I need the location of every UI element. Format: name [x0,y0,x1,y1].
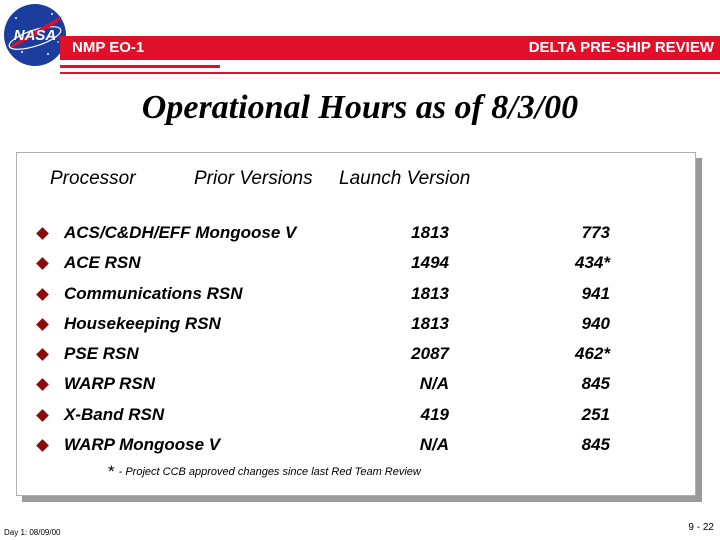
table-row: Communications RSN 1813 941 [0,282,720,306]
footnote-text: - Project CCB approved changes since las… [118,466,421,478]
bullet-diamond-icon [36,439,49,452]
page-number: 9 - 22 [688,522,714,533]
program-label: NMP EO-1 [72,39,145,56]
header-bar [60,36,720,60]
bullet-diamond-icon [36,409,49,422]
processor-name: WARP RSN [64,374,155,393]
processor-name: ACE RSN [64,253,141,272]
table-row: PSE RSN 2087 462* [0,342,720,366]
footer-date: Day 1: 08/09/00 [4,528,61,537]
table-row: WARP Mongoose V N/A 845 [0,433,720,457]
prior-hours: 1813 [411,314,449,333]
nasa-logo-text: NASA [14,27,57,44]
table-row: WARP RSN N/A 845 [0,372,720,396]
footnote-marker: * [108,462,115,481]
launch-hours: 462* [575,344,610,363]
nasa-logo: NASA [4,4,66,66]
header-launch-version: Launch Version [339,168,471,189]
table-row: X-Band RSN 419 251 [0,403,720,427]
slide-title: Operational Hours as of 8/3/00 [141,89,579,126]
prior-hours: 419 [420,405,449,424]
bullet-diamond-icon [36,227,49,240]
prior-hours: 1813 [411,284,449,303]
processor-name: Housekeeping RSN [64,314,221,333]
processor-name: WARP Mongoose V [64,435,221,454]
prior-hours: N/A [419,435,449,454]
bullet-diamond-icon [36,257,49,270]
header-rule-long [60,72,720,74]
prior-hours: 1494 [411,253,449,272]
content-box [16,152,696,496]
launch-hours: 845 [581,374,610,393]
review-label: DELTA PRE-SHIP REVIEW [528,39,714,56]
bullet-diamond-icon [36,348,49,361]
launch-hours: 940 [581,314,610,333]
launch-hours: 251 [581,405,610,424]
prior-hours: 1813 [411,223,449,242]
table-row: ACS/C&DH/EFF Mongoose V 1813 773 [0,221,720,245]
table-row: ACE RSN 1494 434* [0,251,720,275]
header-prior-versions: Prior Versions [194,168,313,189]
processor-name: Communications RSN [64,284,243,303]
prior-hours: N/A [419,374,449,393]
prior-hours: 2087 [411,344,449,363]
processor-name: X-Band RSN [64,405,165,424]
header-rule-short [60,65,220,68]
bullet-diamond-icon [36,318,49,331]
launch-hours: 434* [575,253,610,272]
bullet-diamond-icon [36,378,49,391]
header-processor: Processor [50,168,136,189]
bullet-diamond-icon [36,288,49,301]
launch-hours: 845 [581,435,610,454]
processor-name: PSE RSN [64,344,139,363]
launch-hours: 773 [581,223,610,242]
launch-hours: 941 [581,284,610,303]
table-row: Housekeeping RSN 1813 940 [0,312,720,336]
footnote: * - Project CCB approved changes since la… [108,462,421,482]
processor-name: ACS/C&DH/EFF Mongoose V [64,223,297,242]
